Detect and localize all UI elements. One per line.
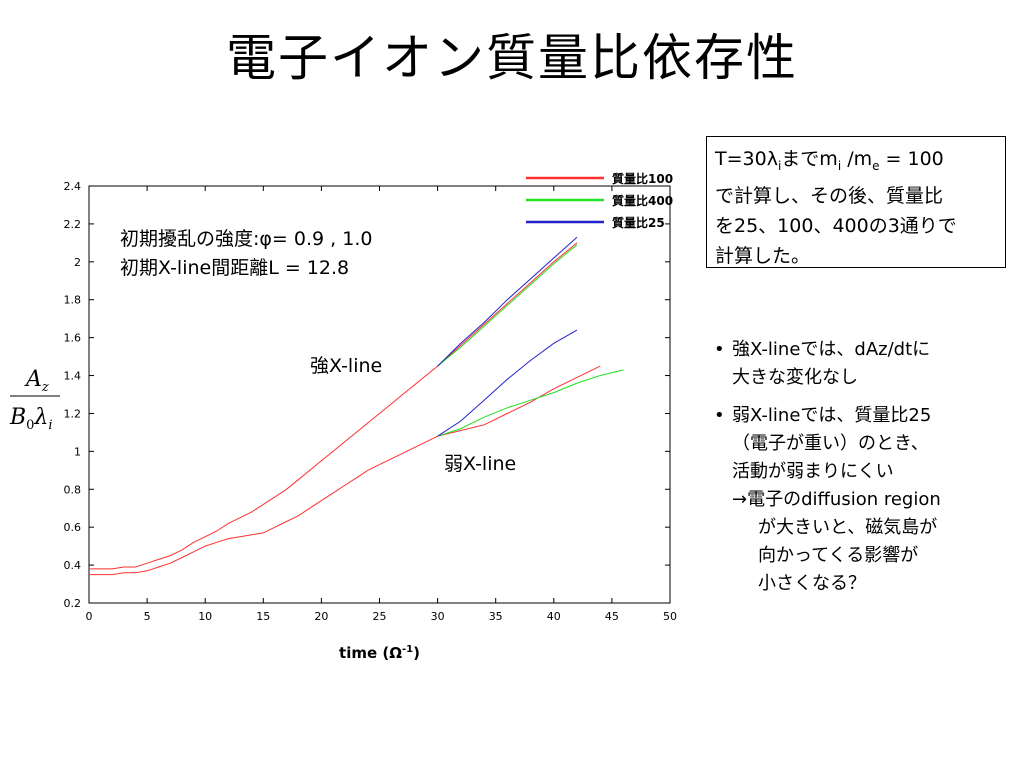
bullet-dot: • (714, 405, 725, 426)
bullet-strong: • 強X-lineでは、dAz/dtに 大きな変化なし (714, 336, 1019, 392)
y-tick-label: 0.2 (64, 597, 82, 610)
series-line-質量比25-強X-line (437, 236, 578, 367)
textbox-line-3: を25、100、400の3通りで (715, 214, 957, 237)
x-tick-label: 35 (489, 610, 503, 623)
y-tick-label: 0.6 (64, 521, 82, 534)
y-tick-label: 0.8 (64, 483, 82, 496)
series-lines (89, 236, 624, 576)
y-tick-label: 2.4 (64, 180, 82, 193)
y-tick-label: 1.4 (64, 370, 82, 383)
series-line-質量比400-弱X-line (437, 369, 624, 437)
observation-bullets: • 強X-lineでは、dAz/dtに 大きな変化なし • 弱X-lineでは、… (714, 336, 1019, 608)
y-tick-label: 1.8 (64, 294, 82, 307)
y-label-den: B (9, 405, 26, 430)
strong-xline-label: 強X-line (310, 355, 382, 377)
y-axis-label: Az B0λi (4, 360, 62, 436)
x-tick-label: 45 (605, 610, 619, 623)
textbox-line-4: 計算した。 (715, 244, 811, 267)
legend-label: 質量比100 (612, 171, 673, 186)
bullet-dot: • (714, 339, 725, 360)
x-axis-label: time (Ω-1) (339, 644, 420, 662)
series-line-質量比100-強X-line (89, 242, 578, 570)
y-label-num: A (24, 367, 42, 392)
legend: 質量比100 質量比400 質量比25 (526, 171, 673, 230)
series-line-質量比100-弱X-line (89, 365, 601, 576)
y-label-den-lambda: λ (33, 405, 48, 430)
y-label-num-sub: z (41, 380, 49, 395)
x-tick-label: 10 (198, 610, 212, 623)
x-tick-label: 5 (144, 610, 151, 623)
y-tick-label: 1 (74, 445, 81, 458)
y-label-den-sub: i (48, 418, 52, 433)
y-tick-label: 0.4 (64, 559, 82, 572)
legend-label: 質量比400 (612, 193, 673, 208)
slide-title: 電子イオン質量比依存性 (226, 29, 798, 87)
x-tick-label: 40 (547, 610, 561, 623)
axis-ticks: 0 5 10 15 20 25 30 35 40 45 50 0.2 0.4 0.6 0.8 1 1.2 1.4 1… (64, 180, 678, 623)
x-tick-label: 50 (663, 610, 677, 623)
textbox-line-1: T=30λiまでmi /me = 100 (715, 148, 944, 173)
series-line-質量比25-弱X-line (437, 329, 578, 437)
x-tick-label: 25 (373, 610, 387, 623)
x-axis-label-main: time (Ω (339, 644, 402, 662)
y-tick-label: 2.2 (64, 218, 82, 231)
condition-textbox: T=30λiまでmi /me = 100 で計算し、その後、質量比 を25、10… (706, 136, 1006, 268)
params-line-1: 初期擾乱の強度:φ= 0.9 , 1.0 (120, 228, 372, 250)
x-axis-label-end: ) (413, 644, 420, 662)
x-tick-label: 15 (256, 610, 270, 623)
x-tick-label: 0 (86, 610, 93, 623)
y-tick-label: 1.2 (64, 407, 82, 420)
x-tick-label: 20 (314, 610, 328, 623)
params-line-2: 初期X-line間距離L = 12.8 (120, 257, 349, 279)
legend-label: 質量比25 (612, 215, 665, 230)
x-axis-label-sup: -1 (402, 644, 413, 655)
x-tick-label: 30 (431, 610, 445, 623)
y-tick-label: 1.6 (64, 332, 82, 345)
series-line-質量比400-強X-line (437, 244, 578, 367)
svg-text:B0λi: B0λi (9, 405, 53, 433)
y-tick-label: 2 (74, 256, 81, 269)
bullet-weak: • 弱X-lineでは、質量比25 （電子が重い）のとき、 活動が弱まりにくい … (714, 402, 1019, 598)
textbox-line-2: で計算し、その後、質量比 (715, 184, 944, 207)
weak-xline-label: 弱X-line (444, 453, 516, 475)
svg-text:Az: Az (24, 367, 49, 395)
y-label-den-sub0: 0 (26, 418, 34, 433)
